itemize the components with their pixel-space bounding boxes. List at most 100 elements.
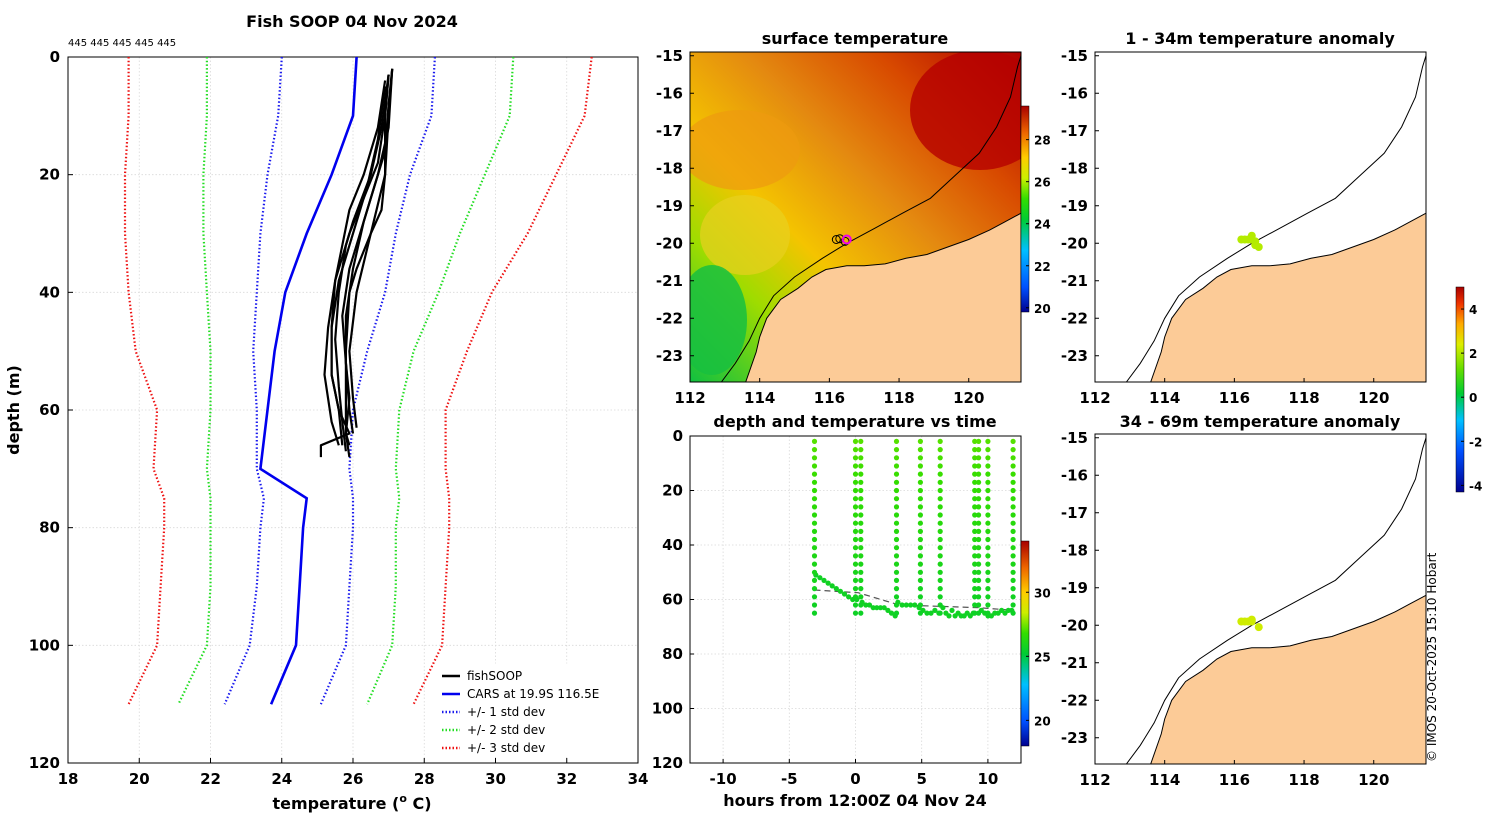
depth-time-point [928,610,934,616]
depth-time-cast-point [852,447,859,453]
std3-upper-line [412,56,593,705]
depth-time-cast-point [917,586,924,592]
depth-time-cast-point [972,553,978,559]
depth-time-cast-point [811,602,818,608]
sst-isobath [720,55,1021,382]
depth-time-cast-point [917,463,924,469]
anomaly-bottom-title: 34 - 69m temperature anomaly [1120,412,1401,431]
profile-panel: Fish SOOP 04 Nov 2024 445 445 445 445 44… [4,12,648,813]
depth-time-cast-point [985,602,991,608]
depth-time-point [949,607,955,614]
depth-time-ytick-label: 60 [662,591,683,609]
depth-time-cast-point [937,602,943,608]
depth-time-cast-point [972,545,978,551]
anomaly-colorbar-tick-label: -2 [1469,435,1482,449]
sst-ytick-label: -23 [656,347,683,365]
depth-time-cast-point [858,561,864,567]
depth-time-cast-point [985,463,991,469]
sst-warm-patch [690,110,800,190]
depth-time-cast-point [1010,463,1016,469]
depth-time-cast-point [858,455,864,461]
depth-time-cast-point [852,438,859,444]
depth-time-cast-point [852,610,859,616]
depth-time-point [863,602,869,608]
anomaly-top-title: 1 - 34m temperature anomaly [1125,29,1395,48]
depth-time-cast-point [976,577,982,584]
depth-time-cast-point [976,602,982,608]
anomaly-bottom-ytick-label: -15 [1061,429,1088,447]
depth-time-cast-point [937,577,943,584]
depth-time-cast-point [937,512,943,518]
depth-time-cast-point [811,545,818,551]
depth-time-cast-point [852,512,859,518]
depth-time-cast-point [917,504,924,510]
profile-ytick-label: 60 [39,401,60,419]
depth-time-colorbar-tick-label: 30 [1034,586,1051,600]
depth-time-cast-point [858,479,864,485]
sst-map-panel: surface temperature 112 114 116 118 120 -15 -1… [656,29,1051,407]
profile-xtick-label: 26 [343,770,364,788]
depth-time-cast-point [811,569,818,575]
sst-colorbar [1020,105,1030,313]
depth-time-cast-point [1010,586,1016,592]
depth-time-cast-point [893,553,900,559]
depth-time-cast-point [1010,479,1016,485]
depth-time-point [870,605,876,611]
anomaly-bottom-ytick-label: -20 [1061,616,1088,634]
depth-time-cast-point [1010,438,1016,444]
depth-time-cast-point [976,569,982,575]
depth-time-point [841,591,848,597]
anomaly-bottom-xtick-label: 118 [1288,771,1319,789]
profile-xlabel: temperature (o C) [272,792,431,813]
anomaly-top-xtick-label: 118 [1288,389,1319,407]
anomaly-colorbar-tick-label: 4 [1469,303,1477,317]
depth-time-colorbar-tick-label: 20 [1034,714,1051,728]
depth-time-cast-point [811,577,818,584]
depth-time-cast-point [972,561,978,567]
anomaly-bottom-ytick-label: -18 [1061,541,1088,559]
anomaly-bottom-isobath [1125,437,1426,764]
depth-time-cast-point [937,479,943,485]
depth-time-cast-point [893,504,900,510]
profile-xtick-label: 20 [129,770,150,788]
depth-time-cast-point [893,496,900,502]
depth-time-cast-point [893,463,900,469]
legend-label-std3: +/- 3 std dev [467,741,545,755]
anomaly-top-ytick-label: -18 [1061,159,1088,177]
depth-time-cast-point [917,512,924,518]
depth-time-point [874,605,880,611]
sst-xtick-label: 114 [744,389,775,407]
fishsoop-profile-line [344,68,394,446]
sst-xtick-label: 116 [814,389,845,407]
depth-time-cast-point [937,520,943,526]
anomaly-bottom-ytick-label: -19 [1061,579,1088,597]
depth-time-cast-point [893,586,900,592]
anomaly-bottom-axes-frame [1094,433,1427,765]
depth-time-cast-point [917,602,924,608]
std2-upper-line [366,56,515,705]
depth-time-cast-point [937,561,943,567]
depth-time-cast-point [917,561,924,567]
sst-hot-patch [910,52,1021,170]
sst-map-area [690,52,1021,382]
anomaly-top-points [1237,231,1263,251]
depth-time-cast-point [976,512,982,518]
profile-ticks: 18 20 22 24 26 28 30 32 34 0 20 40 60 80 100 120 [29,48,649,788]
anomaly-top-point [1254,243,1263,251]
legend-box [436,663,631,757]
anomaly-bottom-panel: 34 - 69m temperature anomaly 112 114 116 11… [1061,412,1427,789]
depth-time-cast-point [852,553,859,559]
anomaly-top-land [1150,213,1426,382]
sst-obs-location-marker [841,234,852,245]
profile-ytick-label: 100 [29,636,60,654]
depth-time-cast-point [893,512,900,518]
depth-time-cast-point [852,536,859,543]
depth-time-cast-point [893,471,900,477]
anomaly-colorbar-tick-label: 0 [1469,391,1477,405]
profile-grid [68,57,638,763]
depth-time-cast-point [811,447,818,453]
sst-ytick-label: -15 [656,47,683,65]
anomaly-bottom-coastline [1150,594,1426,764]
depth-time-cast-point [937,545,943,551]
anomaly-bottom-ytick-label: -21 [1061,654,1088,672]
